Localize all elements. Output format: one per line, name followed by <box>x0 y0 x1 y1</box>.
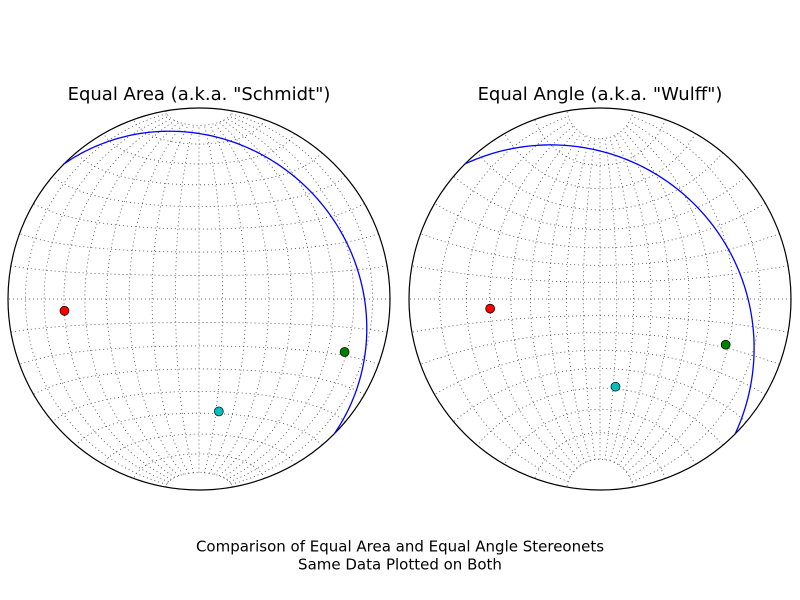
grid-line <box>504 133 696 190</box>
grid-line <box>10 322 388 333</box>
grid-line <box>19 233 379 253</box>
point <box>59 305 70 316</box>
grid-line <box>534 432 666 479</box>
point <box>720 339 731 350</box>
grid-line <box>33 368 365 395</box>
grid-line <box>633 110 792 488</box>
grid-line <box>165 110 233 126</box>
grid-line <box>231 113 374 485</box>
grid-line <box>582 138 596 460</box>
grid-line <box>631 116 761 482</box>
chart-title: Equal Area (a.k.a. "Schmidt") <box>68 84 331 105</box>
caption: Same Data Plotted on Both <box>298 556 502 574</box>
grid-line <box>434 349 766 395</box>
chart-title: Equal Angle (a.k.a. "Wulff") <box>478 84 723 105</box>
grid-line <box>566 110 634 140</box>
grid-line <box>453 368 747 423</box>
grid-line <box>420 332 780 365</box>
grid-line <box>548 135 586 463</box>
grid-line <box>411 315 789 333</box>
grid-line <box>626 125 711 473</box>
grid-line <box>52 390 346 423</box>
grid-line <box>75 412 323 446</box>
grid-line <box>19 345 379 365</box>
grid-line <box>232 110 391 488</box>
grid-line <box>84 120 176 478</box>
grid-line <box>420 233 780 266</box>
grid-line <box>175 125 195 473</box>
grid-line <box>103 433 295 465</box>
grid-line <box>229 115 355 483</box>
point <box>213 406 224 417</box>
grid-line <box>24 113 167 485</box>
plane <box>464 144 755 435</box>
grid-line <box>439 116 569 482</box>
point <box>610 381 621 392</box>
grid-line <box>622 129 690 469</box>
grid-line <box>43 115 169 483</box>
grid-line <box>510 129 578 469</box>
grid-line <box>33 203 365 230</box>
primitive-circle <box>408 107 792 491</box>
grid-line <box>566 458 634 488</box>
grid-line <box>408 110 567 488</box>
grid-line <box>614 135 652 463</box>
grid-line <box>476 152 724 211</box>
grid-line <box>165 472 233 488</box>
grid-line <box>218 121 292 477</box>
grid-line <box>618 132 670 466</box>
grid-line <box>609 137 635 461</box>
primitive-circle <box>7 107 391 491</box>
grid-line <box>504 408 696 465</box>
grid-line <box>453 175 747 230</box>
plane <box>63 130 368 435</box>
grid-line <box>434 203 766 249</box>
grid-line <box>106 121 180 477</box>
grid-line <box>52 175 346 208</box>
grid-line <box>222 120 314 478</box>
grid-line <box>411 265 789 283</box>
grid-line <box>534 119 666 166</box>
grid-line <box>75 152 323 186</box>
point <box>485 303 495 314</box>
grid-line <box>103 133 295 165</box>
grid-line <box>604 138 618 460</box>
caption: Comparison of Equal Area and Equal Angle… <box>196 538 604 556</box>
grid-line <box>476 387 724 446</box>
point <box>339 347 350 357</box>
grid-line <box>7 110 166 488</box>
grid-line <box>10 265 388 276</box>
